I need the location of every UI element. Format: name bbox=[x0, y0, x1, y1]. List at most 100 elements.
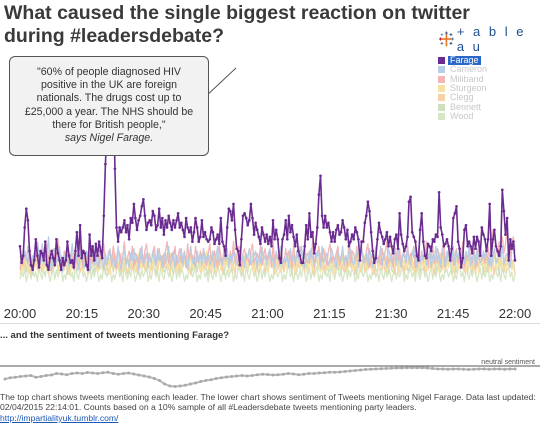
data-point-farage[interactable] bbox=[371, 249, 375, 253]
data-point-farage[interactable] bbox=[55, 237, 58, 241]
data-point-farage[interactable] bbox=[366, 200, 370, 204]
sentiment-point[interactable] bbox=[214, 377, 218, 380]
data-point-farage[interactable] bbox=[450, 247, 454, 251]
data-point-farage[interactable] bbox=[315, 226, 319, 229]
data-point-farage[interactable] bbox=[115, 226, 118, 229]
data-point-farage[interactable] bbox=[344, 237, 348, 241]
data-point-farage[interactable] bbox=[380, 235, 384, 239]
data-point-farage[interactable] bbox=[301, 261, 305, 265]
data-point-farage[interactable] bbox=[203, 230, 207, 234]
legend-item-cameron[interactable]: Cameron bbox=[438, 65, 489, 74]
data-point-farage[interactable] bbox=[266, 242, 270, 246]
sentiment-point[interactable] bbox=[13, 375, 17, 379]
data-point-farage[interactable] bbox=[383, 237, 387, 241]
data-point-farage[interactable] bbox=[372, 261, 376, 265]
data-point-farage[interactable] bbox=[420, 212, 424, 215]
sentiment-point[interactable] bbox=[178, 384, 182, 388]
data-point-farage[interactable] bbox=[78, 223, 82, 227]
data-point-farage[interactable] bbox=[127, 237, 131, 241]
data-point-farage[interactable] bbox=[130, 221, 134, 225]
data-point-farage[interactable] bbox=[194, 216, 197, 220]
sentiment-point[interactable] bbox=[55, 372, 58, 375]
data-point-farage[interactable] bbox=[118, 226, 121, 229]
legend-item-bennett[interactable]: Bennett bbox=[438, 102, 489, 111]
data-point-farage[interactable] bbox=[31, 268, 35, 272]
data-point-farage[interactable] bbox=[233, 228, 237, 232]
data-point-farage[interactable] bbox=[69, 261, 72, 265]
sentiment-point[interactable] bbox=[39, 375, 43, 378]
data-point-farage[interactable] bbox=[483, 237, 487, 241]
sentiment-point[interactable] bbox=[199, 380, 203, 383]
sentiment-point[interactable] bbox=[405, 366, 409, 370]
data-point-farage[interactable] bbox=[217, 242, 221, 246]
data-point-farage[interactable] bbox=[157, 207, 161, 211]
data-point-farage[interactable] bbox=[296, 249, 300, 253]
sentiment-point[interactable] bbox=[462, 367, 465, 371]
data-point-farage[interactable] bbox=[132, 202, 136, 206]
data-point-farage[interactable] bbox=[330, 240, 333, 243]
data-point-farage[interactable] bbox=[156, 223, 159, 227]
sentiment-point[interactable] bbox=[24, 374, 28, 378]
legend-item-farage[interactable]: Farage bbox=[438, 56, 489, 66]
sentiment-point[interactable] bbox=[65, 373, 69, 377]
sentiment-point[interactable] bbox=[70, 372, 74, 375]
data-point-farage[interactable] bbox=[453, 212, 457, 215]
legend-item-miliband[interactable]: Miliband bbox=[438, 74, 489, 84]
data-point-farage[interactable] bbox=[164, 219, 167, 222]
data-point-farage[interactable] bbox=[254, 221, 257, 225]
data-point-farage[interactable] bbox=[154, 228, 158, 232]
data-point-farage[interactable] bbox=[364, 214, 368, 218]
data-point-farage[interactable] bbox=[276, 237, 280, 241]
data-point-farage[interactable] bbox=[151, 209, 155, 213]
data-point-farage[interactable] bbox=[436, 235, 439, 239]
sentiment-point[interactable] bbox=[467, 368, 471, 371]
data-point-farage[interactable] bbox=[281, 237, 284, 241]
data-point-farage[interactable] bbox=[137, 219, 140, 222]
data-point-farage[interactable] bbox=[377, 221, 381, 225]
data-point-farage[interactable] bbox=[346, 228, 349, 232]
sentiment-point[interactable] bbox=[163, 382, 167, 386]
data-point-farage[interactable] bbox=[396, 247, 400, 251]
data-point-farage[interactable] bbox=[32, 259, 36, 262]
data-point-farage[interactable] bbox=[80, 256, 84, 260]
data-point-farage[interactable] bbox=[121, 226, 125, 229]
data-point-farage[interactable] bbox=[62, 263, 66, 267]
data-point-farage[interactable] bbox=[94, 242, 98, 246]
sentiment-point[interactable] bbox=[395, 366, 398, 370]
data-point-farage[interactable] bbox=[369, 230, 373, 234]
data-point-farage[interactable] bbox=[488, 202, 492, 206]
sentiment-point[interactable] bbox=[147, 375, 151, 379]
data-point-farage[interactable] bbox=[434, 233, 438, 236]
data-point-farage[interactable] bbox=[357, 237, 360, 241]
data-point-farage[interactable] bbox=[183, 235, 186, 239]
data-point-farage[interactable] bbox=[178, 226, 182, 229]
sentiment-point[interactable] bbox=[441, 367, 445, 371]
sentiment-point[interactable] bbox=[261, 372, 265, 376]
data-point-farage[interactable] bbox=[388, 235, 392, 239]
data-point-farage[interactable] bbox=[96, 254, 99, 258]
data-point-farage[interactable] bbox=[439, 226, 443, 229]
data-point-farage[interactable] bbox=[472, 235, 476, 239]
data-point-farage[interactable] bbox=[496, 249, 499, 253]
data-point-farage[interactable] bbox=[21, 254, 25, 258]
sentiment-point[interactable] bbox=[451, 367, 455, 371]
sentiment-point[interactable] bbox=[271, 373, 275, 377]
sentiment-point[interactable] bbox=[219, 376, 223, 380]
data-point-farage[interactable] bbox=[263, 240, 267, 243]
sentiment-point[interactable] bbox=[8, 376, 12, 380]
sentiment-point[interactable] bbox=[379, 367, 383, 371]
data-point-farage[interactable] bbox=[255, 228, 259, 232]
data-point-farage[interactable] bbox=[379, 230, 382, 234]
sentiment-point[interactable] bbox=[230, 375, 234, 378]
data-point-farage[interactable] bbox=[395, 233, 398, 236]
data-point-farage[interactable] bbox=[143, 214, 147, 218]
data-point-farage[interactable] bbox=[172, 219, 175, 222]
data-point-farage[interactable] bbox=[361, 240, 365, 243]
data-point-farage[interactable] bbox=[442, 244, 446, 248]
data-point-farage[interactable] bbox=[410, 230, 414, 234]
data-point-farage[interactable] bbox=[328, 230, 332, 234]
data-point-farage[interactable] bbox=[287, 214, 291, 218]
data-point-farage[interactable] bbox=[402, 249, 406, 253]
data-point-farage[interactable] bbox=[91, 244, 95, 248]
data-point-farage[interactable] bbox=[425, 256, 428, 260]
